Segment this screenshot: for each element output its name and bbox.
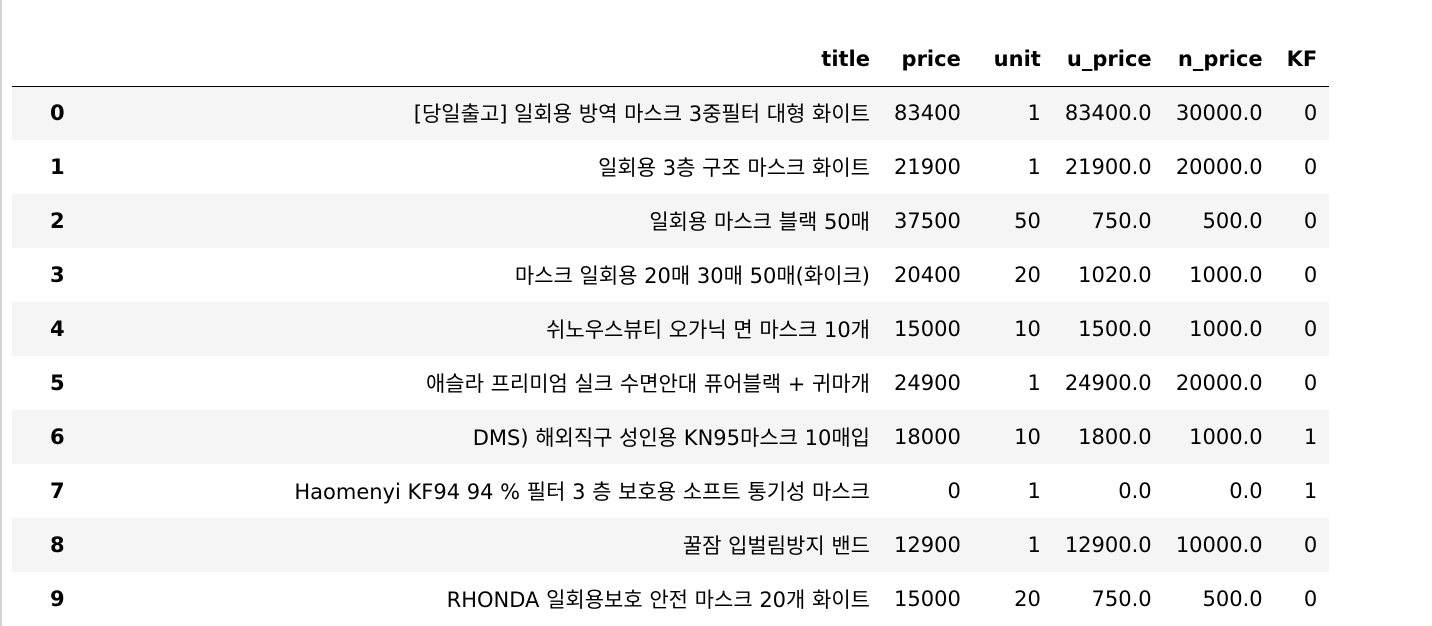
cell-unit: 10	[1014, 317, 1041, 341]
cell-price: 0	[947, 479, 961, 503]
cell-unit: 1	[1027, 479, 1041, 503]
cell-price: 18000	[894, 425, 961, 449]
cell-u-price: 12900.0	[1064, 533, 1152, 557]
cell-price: 15000	[894, 587, 961, 611]
row-index: 0	[50, 101, 65, 126]
row-index: 4	[50, 317, 65, 341]
cell-kf: 0	[1303, 101, 1318, 126]
cell-n-price: 1000.0	[1189, 425, 1263, 449]
row-index: 5	[50, 371, 65, 395]
cell-title: 일회용 3층 구조 마스크 화이트	[598, 156, 870, 180]
notebook-cell-border	[0, 0, 2, 626]
table-row: 2 일회용 마스크 블랙 50매 37500 50 750.0 500.0 0	[12, 194, 1330, 248]
table-row: 5 애슬라 프리미엄 실크 수면안대 퓨어블랙 + 귀마개 24900 1 24…	[12, 356, 1329, 410]
cell-n-price: 20000.0	[1175, 371, 1263, 395]
row-index: 6	[50, 425, 65, 449]
row-index: 3	[50, 263, 65, 287]
column-header-price: price	[882, 32, 973, 87]
row-index: 8	[50, 533, 65, 557]
column-header-u-price: u_price	[1052, 32, 1164, 87]
table-row: 8 꿀잠 입벌림방지 밴드 12900 1 12900.0 10000.0 0	[12, 518, 1330, 572]
header-row: title price unit u_price n_price KF	[12, 32, 1330, 87]
cell-title: 꿀잠 입벌림방지 밴드	[682, 534, 870, 558]
cell-title: DMS) 해외직구 성인용 KN95마스크 10매입	[472, 426, 870, 450]
cell-u-price: 83400.0	[1064, 101, 1152, 126]
cell-kf: 1	[1303, 425, 1318, 449]
cell-unit: 1	[1027, 371, 1041, 395]
cell-kf: 0	[1303, 317, 1318, 341]
cell-unit: 1	[1027, 101, 1041, 126]
column-header-n-price: n_price	[1163, 32, 1275, 87]
row-index: 9	[50, 587, 65, 611]
cell-kf: 0	[1303, 263, 1318, 287]
index-header	[12, 32, 112, 87]
cell-u-price: 1500.0	[1078, 317, 1152, 341]
cell-n-price: 10000.0	[1175, 533, 1263, 557]
cell-title: Haomenyi KF94 94 % 필터 3 층 보호용 소프트 통기성 마스…	[294, 480, 870, 504]
cell-unit: 1	[1027, 155, 1041, 179]
cell-unit: 20	[1014, 587, 1041, 611]
cell-kf: 0	[1303, 371, 1318, 395]
cell-n-price: 30000.0	[1175, 101, 1263, 126]
table-header: title price unit u_price n_price KF	[12, 32, 1330, 87]
cell-u-price: 24900.0	[1064, 371, 1152, 395]
dataframe-table: title price unit u_price n_price KF 0 [당…	[12, 32, 1330, 626]
table-row: 4 쉬노우스뷰티 오가닉 면 마스크 10개 15000 10 1500.0 1…	[12, 302, 1330, 356]
table-row: 3 마스크 일회용 20매 30매 50매(화이크) 20400 20 1020…	[12, 248, 1329, 302]
cell-title: 애슬라 프리미엄 실크 수면안대 퓨어블랙 + 귀마개	[425, 372, 870, 396]
table-row: 6 DMS) 해외직구 성인용 KN95마스크 10매입 18000 10 18…	[12, 410, 1330, 464]
cell-price: 37500	[894, 209, 961, 233]
cell-u-price: 750.0	[1091, 209, 1152, 233]
table-row: 7 Haomenyi KF94 94 % 필터 3 층 보호용 소프트 통기성 …	[12, 464, 1329, 518]
cell-n-price: 500.0	[1202, 209, 1263, 233]
table-row: 0 [당일출고] 일회용 방역 마스크 3중필터 대형 화이트 83400 1 …	[12, 86, 1330, 140]
cell-n-price: 1000.0	[1189, 263, 1263, 287]
cell-unit: 50	[1014, 209, 1041, 233]
row-index: 7	[50, 479, 65, 503]
cell-u-price: 750.0	[1091, 587, 1152, 611]
cell-price: 21900	[894, 155, 961, 179]
cell-price: 83400	[894, 101, 961, 126]
cell-u-price: 21900.0	[1064, 155, 1152, 179]
cell-n-price: 20000.0	[1175, 155, 1263, 179]
column-header-unit: unit	[972, 32, 1053, 87]
cell-title: 일회용 마스크 블랙 50매	[649, 210, 870, 234]
cell-n-price: 1000.0	[1189, 317, 1263, 341]
cell-title: RHONDA 일회용보호 안전 마스크 20개 화이트	[446, 588, 870, 612]
table-row: 1 일회용 3층 구조 마스크 화이트 21900 1 21900.0 2000…	[12, 140, 1329, 194]
cell-price: 15000	[894, 317, 961, 341]
cell-price: 20400	[894, 263, 961, 287]
cell-n-price: 0.0	[1229, 479, 1263, 503]
table-body: 0 [당일출고] 일회용 방역 마스크 3중필터 대형 화이트 83400 1 …	[12, 86, 1330, 626]
cell-title: 쉬노우스뷰티 오가닉 면 마스크 10개	[546, 318, 870, 342]
table-row: 9 RHONDA 일회용보호 안전 마스크 20개 화이트 15000 20 7…	[12, 572, 1329, 626]
cell-title: 마스크 일회용 20매 30매 50매(화이크)	[514, 264, 870, 288]
cell-kf: 0	[1303, 209, 1318, 233]
cell-price: 24900	[894, 371, 961, 395]
cell-u-price: 0.0	[1118, 479, 1152, 503]
cell-kf: 0	[1303, 587, 1318, 611]
column-header-title: title	[112, 32, 882, 87]
cell-kf: 0	[1303, 533, 1318, 557]
cell-unit: 1	[1027, 533, 1041, 557]
column-header-kf: KF	[1274, 32, 1330, 87]
row-index: 1	[50, 155, 65, 179]
cell-n-price: 500.0	[1202, 587, 1263, 611]
cell-kf: 0	[1303, 155, 1318, 179]
cell-unit: 20	[1014, 263, 1041, 287]
row-index: 2	[50, 209, 65, 233]
cell-u-price: 1800.0	[1078, 425, 1152, 449]
cell-u-price: 1020.0	[1078, 263, 1152, 287]
cell-unit: 10	[1014, 425, 1041, 449]
cell-kf: 1	[1303, 479, 1318, 503]
cell-title: [당일출고] 일회용 방역 마스크 3중필터 대형 화이트	[413, 102, 870, 127]
cell-price: 12900	[894, 533, 961, 557]
